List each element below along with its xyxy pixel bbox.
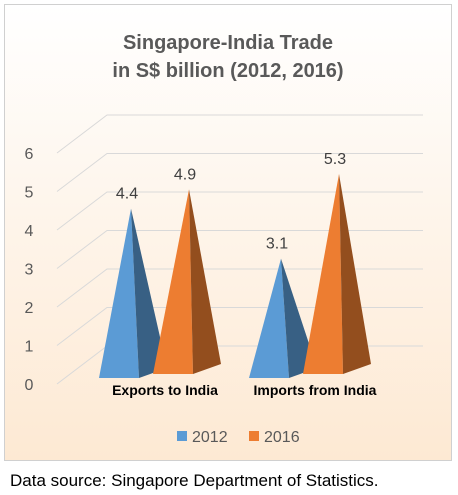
legend-swatch-2012 (177, 431, 187, 441)
data-label: 4.4 (116, 186, 138, 203)
y-tick-label: 3 (25, 262, 34, 279)
legend: 2012 2016 (177, 429, 300, 446)
legend-label-2012: 2012 (192, 429, 228, 446)
bar-2016-2-side (339, 173, 371, 374)
legend-swatch-2016 (249, 431, 259, 441)
bar-2012-1-front (99, 208, 139, 378)
gridline (56, 268, 423, 308)
gridline (56, 191, 423, 231)
data-label: 5.3 (324, 151, 346, 168)
chart-background (5, 5, 451, 460)
data-label: 4.9 (174, 166, 196, 183)
gridline (56, 153, 423, 192)
category-label: Imports from India (254, 382, 377, 398)
grid-layer (56, 114, 423, 385)
bar-2016-1-front (153, 189, 193, 374)
gridline (56, 114, 423, 154)
chart-title-line-1: Singapore-India Trade (123, 32, 333, 54)
chart-svg: Singapore-India Trade in S$ billion (201… (5, 5, 451, 460)
category-label: Exports to India (112, 382, 218, 398)
data-label-layer: 4.4 4.9 3.1 5.3 (116, 151, 346, 253)
bar-2016-1-side (189, 189, 221, 374)
chart-title-line-2: in S$ billion (2012, 2016) (112, 60, 343, 82)
y-tick-label: 2 (25, 300, 34, 317)
bar-2012-1-side (131, 208, 167, 378)
gridline (56, 230, 423, 269)
legend-label-2016: 2016 (264, 429, 300, 446)
bar-layer (99, 173, 371, 378)
y-axis-ticks: 0 1 2 3 4 5 6 (25, 146, 34, 394)
chart-frame: Singapore-India Trade in S$ billion (201… (4, 4, 452, 461)
data-label: 3.1 (266, 236, 288, 253)
y-tick-label: 6 (25, 146, 34, 163)
category-label-layer: Exports to India Imports from India (112, 382, 377, 398)
y-tick-label: 5 (25, 185, 34, 202)
bar-2016-2-front (303, 173, 343, 374)
source-note: Data source: Singapore Department of Sta… (10, 471, 379, 490)
y-tick-label: 0 (25, 377, 34, 394)
bar-2012-2-front (249, 258, 289, 378)
y-tick-label: 4 (25, 223, 34, 240)
y-tick-label: 1 (25, 339, 34, 356)
